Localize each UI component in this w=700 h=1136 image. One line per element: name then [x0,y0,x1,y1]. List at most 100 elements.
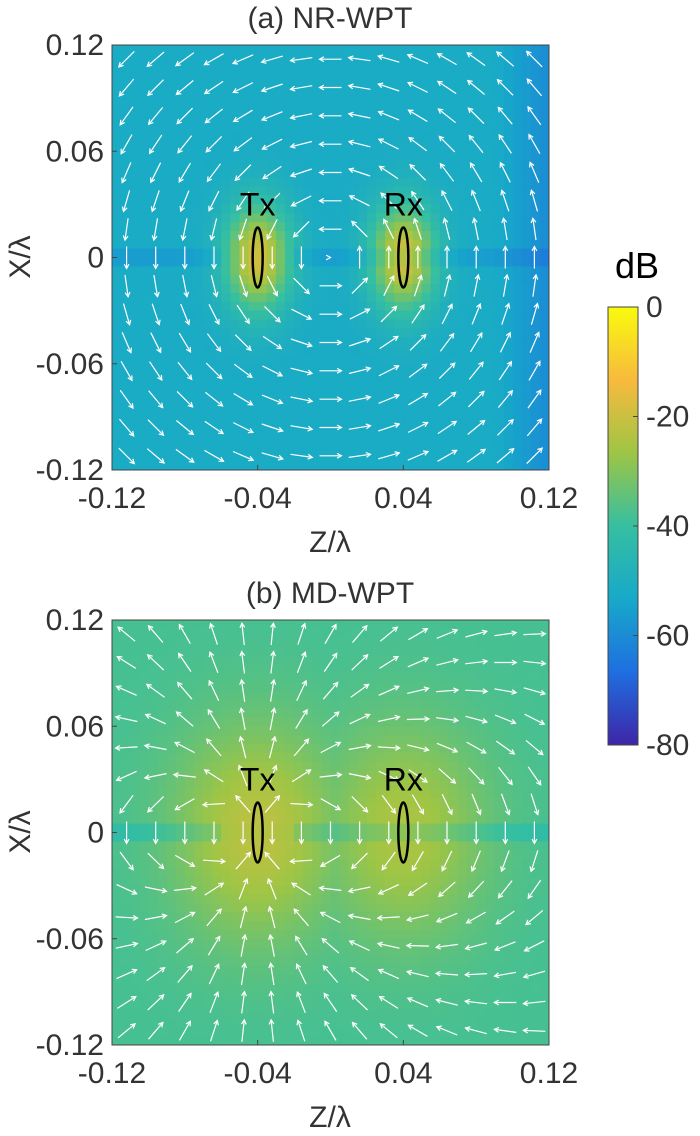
heatmap-cell [284,646,295,657]
heatmap-cell [212,222,222,232]
panel-nr-wpt: (a) NR-WPT Tx Rx 0.120.060-0.06-0.12 -0.1… [4,2,578,559]
heatmap-cell [503,213,514,223]
heatmap-cell [193,770,204,780]
heatmap-cell [394,699,404,710]
heatmap-cell [403,779,414,789]
heatmap-cell [203,894,213,904]
heatmap-cell [448,814,459,825]
heatmap-cell [494,346,505,356]
heatmap-cell [212,461,222,470]
heatmap-cell [403,328,414,338]
heatmap-cell [412,292,423,303]
heatmap-cell [476,673,486,683]
heatmap-cell [385,461,395,470]
heatmap-cell [430,690,441,701]
heatmap-cell [221,743,231,754]
heatmap-cell [521,876,532,887]
panel-a-y-ticks: 0.120.060-0.06-0.12 [36,29,117,487]
field-arrow-head [127,375,133,382]
heatmap-cell [175,319,186,329]
heatmap-cell [530,620,541,630]
heatmap-cell [294,620,304,630]
heatmap-cell [494,708,505,718]
heatmap-cell [366,690,377,701]
heatmap-cell [467,983,477,993]
heatmap-cell [357,452,368,462]
heatmap-cell [230,230,241,241]
heatmap-cell [175,673,186,683]
heatmap-cell [112,310,122,321]
heatmap-cell [284,434,295,445]
heatmap-cell [321,106,332,117]
heatmap-cell [485,292,495,303]
heatmap-cell [412,912,423,922]
heatmap-cell [439,947,450,958]
heatmap-cell [203,346,213,356]
heatmap-cell [348,1009,359,1020]
heatmap-cell [294,752,304,763]
field-arrow-head [183,291,190,298]
heatmap-cell [467,115,477,126]
heatmap-cell [175,346,186,356]
heatmap-cell [439,965,450,975]
heatmap-cell [457,284,468,294]
heatmap-cell [330,443,341,453]
heatmap-cell [357,1027,368,1037]
heatmap-cell [157,168,168,179]
heatmap-cell [284,275,295,285]
heatmap-cell [193,912,204,922]
heatmap-cell [294,452,304,462]
heatmap-cell [330,894,341,904]
heatmap-cell [366,53,377,64]
heatmap-cell [394,372,404,383]
field-arrow-head [151,235,158,242]
heatmap-cell [248,301,259,312]
heatmap-cell [376,142,386,152]
heatmap-cell [512,461,523,470]
heatmap-cell [312,372,322,383]
heatmap-cell [530,452,541,462]
heatmap-cell [503,106,514,117]
heatmap-cell [476,337,486,347]
heatmap-cell [157,823,168,834]
heatmap-cell [376,690,386,701]
heatmap-cell [403,655,414,665]
field-arrow-head [128,430,135,437]
heatmap-cell [439,390,450,400]
heatmap-cell [330,204,341,214]
heatmap-cell [203,743,213,754]
field-arrow [177,135,193,154]
heatmap-cell [430,699,441,710]
heatmap-cell [266,89,277,99]
field-arrow-head [121,206,128,213]
heatmap-cell [530,124,541,135]
heatmap-cell [284,53,295,64]
heatmap-cell [430,363,441,374]
heatmap-cell [175,62,186,73]
heatmap-cell [448,399,459,409]
heatmap-cell [221,328,231,338]
heatmap-cell [412,434,423,445]
heatmap-cell [376,452,386,462]
heatmap-cell [139,195,150,205]
heatmap-cell [275,354,286,365]
heatmap-cell [112,1000,122,1011]
heatmap-cell [248,390,259,400]
field-arrow-head [477,332,483,339]
heatmap-cell [130,328,140,338]
heatmap-cell [248,124,259,135]
heatmap-cell [439,1000,450,1011]
heatmap-cell [539,133,549,143]
heatmap-cell [112,761,122,772]
heatmap-cell [121,885,131,896]
heatmap-cell [439,443,450,453]
heatmap-cell [175,859,186,869]
heatmap-cell [221,390,231,400]
heatmap-cell [121,372,131,383]
heatmap-cell [421,301,432,312]
heatmap-cell [476,708,486,718]
heatmap-cell [503,673,514,683]
heatmap-cell [248,1018,259,1028]
heatmap-cell [339,690,350,701]
heatmap-cell [330,823,341,834]
